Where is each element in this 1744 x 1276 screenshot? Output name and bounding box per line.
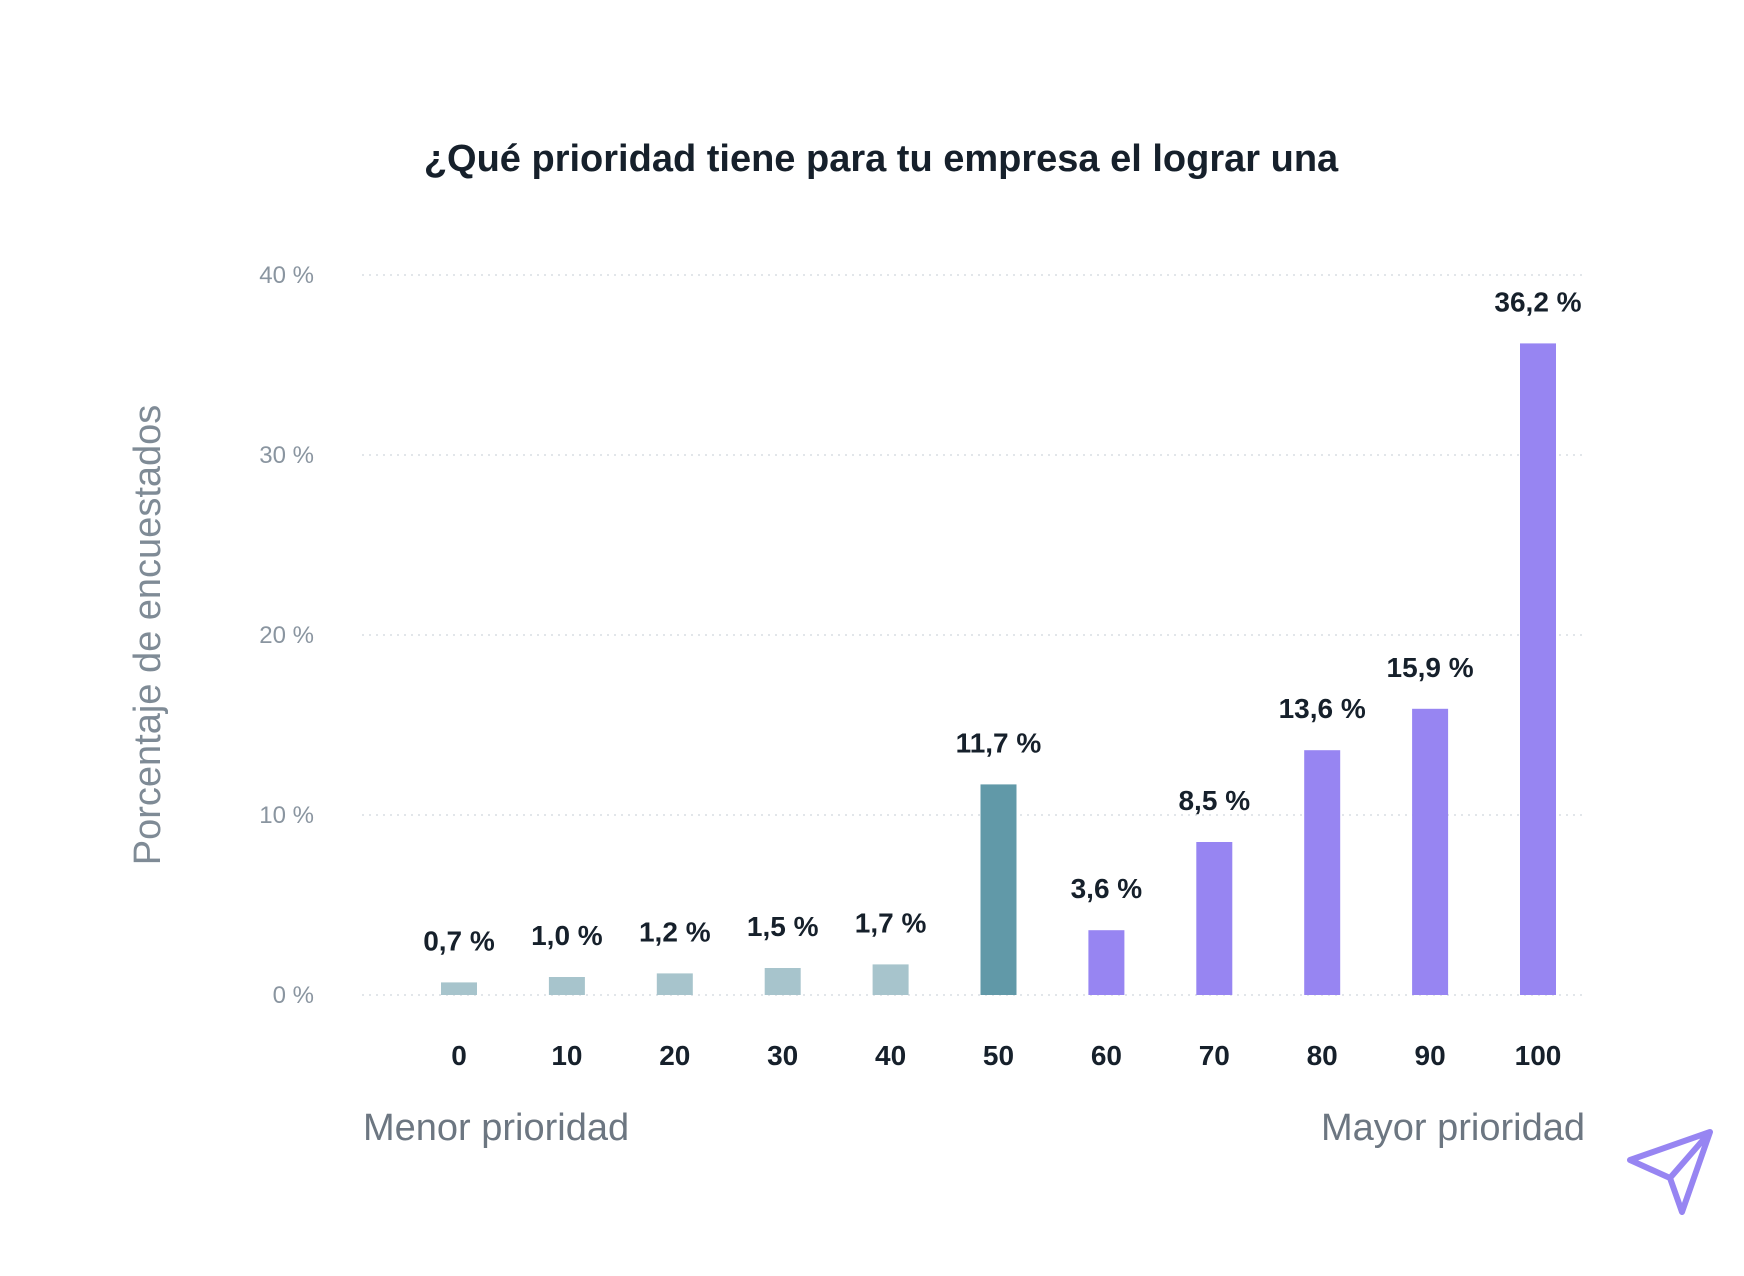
axis-end-label-left: Menor prioridad [363,1107,629,1149]
bar-30 [764,968,801,995]
x-tick-label: 50 [983,1040,1014,1071]
gridlines [362,274,1585,996]
data-label-50: 11,7 % [956,727,1042,758]
x-tick-label: 70 [1199,1040,1230,1071]
paper-plane-icon [1627,1129,1713,1215]
bar-60 [1088,930,1125,995]
y-tick-label: 30 % [259,442,314,469]
x-tick-label: 10 [551,1040,582,1071]
y-tick-label: 20 % [259,622,314,649]
y-axis-label: Porcentaje de encuestados [127,405,169,866]
x-tick-label: 100 [1515,1040,1562,1071]
bar-100 [1520,343,1556,995]
data-label-70: 8,5 % [1178,785,1250,816]
bars [441,343,1556,995]
axis-end-label-right: Mayor prioridad [1321,1107,1585,1149]
data-label-80: 13,6 % [1279,693,1366,724]
data-labels: 0,7 % 1,0 % 1,2 % 1,5 % 1,7 % 11,7 % 3,6 % 8,5 … [423,286,1581,956]
chart-title: ¿Qué prioridad tiene para tu empresa el … [424,138,1339,180]
data-label-40: 1,7 % [855,907,927,938]
x-tick-label: 0 [451,1040,467,1071]
x-tick-label: 60 [1091,1040,1122,1071]
y-tick-label: 10 % [259,802,314,829]
bar-70 [1196,842,1233,995]
y-axis-ticks: 0 % 10 % 20 % 30 % 40 % [259,262,314,1009]
y-tick-label: 0 % [273,982,314,1009]
data-label-60: 3,6 % [1071,873,1143,904]
x-axis-ticks: 0 10 20 30 40 50 60 70 80 90 100 [451,1040,1561,1071]
x-tick-label: 40 [875,1040,906,1071]
data-label-100: 36,2 % [1494,286,1581,317]
x-tick-label: 20 [659,1040,690,1071]
data-label-20: 1,2 % [639,916,711,947]
data-label-10: 1,0 % [531,920,603,951]
x-tick-label: 80 [1307,1040,1338,1071]
x-tick-label: 90 [1415,1040,1446,1071]
bar-20 [656,973,693,995]
data-label-90: 15,9 % [1387,652,1474,683]
data-label-0: 0,7 % [423,925,495,956]
bar-80 [1304,750,1341,995]
bar-40 [872,964,909,995]
data-label-30: 1,5 % [747,911,819,942]
bar-10 [548,977,585,995]
y-tick-label: 40 % [259,262,314,289]
bar-90 [1412,708,1449,995]
bar-0 [441,982,477,995]
x-tick-label: 30 [767,1040,798,1071]
bar-50 [980,784,1017,995]
